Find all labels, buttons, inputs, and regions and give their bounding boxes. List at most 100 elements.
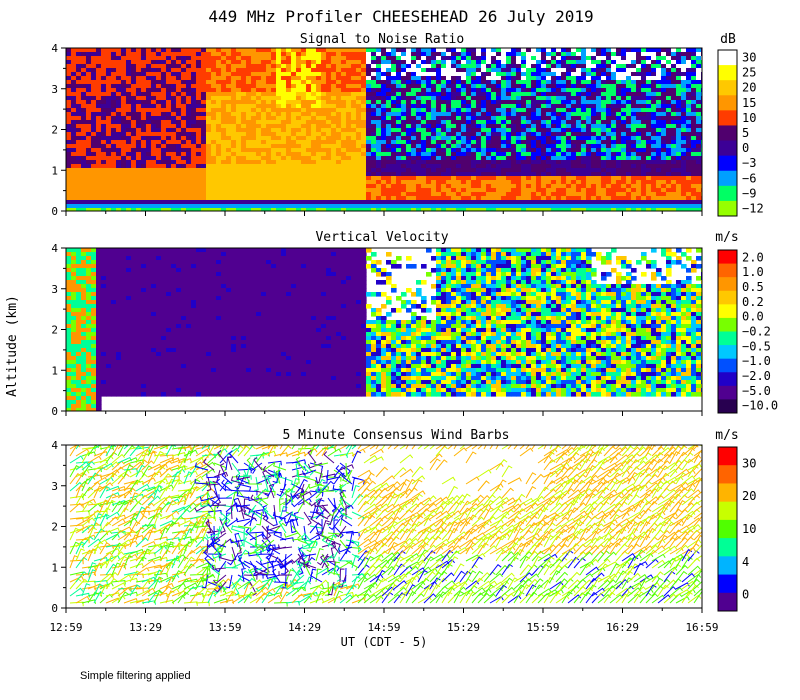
snr-cell (426, 60, 432, 65)
snr-cell (306, 72, 312, 77)
snr-cell (586, 64, 592, 69)
snr-cell (521, 136, 527, 141)
snr-cell (666, 188, 672, 193)
snr-cell (346, 208, 352, 211)
snr-cell (271, 112, 277, 117)
snr-cell (546, 196, 552, 201)
snr-cell (491, 68, 497, 73)
snr-cell (266, 192, 272, 197)
snr-cell (511, 68, 517, 73)
snr-cell (421, 84, 427, 89)
snr-cell (626, 72, 632, 77)
snr-cell (241, 104, 247, 109)
snr-cell (141, 68, 147, 73)
snr-cell (171, 92, 177, 97)
snr-cell (251, 192, 257, 197)
snr-cell (86, 204, 92, 209)
snr-cell (186, 120, 192, 125)
snr-cell (361, 76, 367, 81)
snr-cell (461, 176, 467, 181)
snr-cell (391, 52, 397, 57)
snr-cell (586, 56, 592, 61)
snr-cell (471, 208, 477, 211)
snr-cell (171, 124, 177, 129)
snr-cell (311, 104, 317, 109)
snr-cell (161, 92, 167, 97)
snr-cell (626, 112, 632, 117)
snr-cell (241, 204, 247, 209)
snr-cell (171, 200, 177, 205)
snr-cell (551, 140, 557, 145)
snr-cell (666, 68, 672, 73)
snr-cell (306, 156, 312, 161)
snr-cell (361, 136, 367, 141)
snr-cell (541, 192, 547, 197)
snr-cell (631, 88, 637, 93)
snr-cell (276, 136, 282, 141)
snr-cell (71, 140, 77, 145)
snr-cell (571, 56, 577, 61)
snr-cell (406, 72, 412, 77)
snr-cell (276, 172, 282, 177)
snr-cell (561, 104, 567, 109)
snr-cell (506, 136, 512, 141)
snr-cell (156, 156, 162, 161)
snr-cell (396, 104, 402, 109)
snr-cell (556, 204, 562, 209)
snr-cell (121, 200, 127, 205)
snr-cell (496, 136, 502, 141)
snr-cell (531, 84, 537, 89)
snr-cell (76, 56, 82, 61)
snr-cell (486, 200, 492, 205)
snr-cell (341, 168, 347, 173)
snr-cell (471, 128, 477, 133)
snr-cell (306, 204, 312, 209)
snr-cell (316, 76, 322, 81)
snr-cell (671, 152, 677, 157)
snr-cell (506, 164, 512, 169)
snr-cell (491, 80, 497, 85)
snr-cell (501, 48, 507, 53)
snr-cell (221, 84, 227, 89)
snr-cell (641, 68, 647, 73)
snr-cell (316, 164, 322, 169)
snr-cell (281, 164, 287, 169)
snr-cell (436, 124, 442, 129)
snr-cell (641, 160, 647, 165)
snr-cell (186, 88, 192, 93)
snr-cell (71, 128, 77, 133)
snr-cell (586, 208, 592, 211)
snr-cell (356, 60, 362, 65)
snr-cell (186, 92, 192, 97)
snr-cell (106, 56, 112, 61)
snr-cell (671, 164, 677, 169)
snr-cell (656, 132, 662, 137)
snr-cell (306, 152, 312, 157)
snr-cell (311, 196, 317, 201)
snr-cell (601, 96, 607, 101)
snr-cell (396, 156, 402, 161)
snr-cell (366, 140, 372, 145)
snr-cell (111, 196, 117, 201)
snr-cell (436, 72, 442, 77)
snr-cell (81, 100, 87, 105)
snr-cell (586, 60, 592, 65)
snr-cell (131, 80, 137, 85)
snr-cell (351, 112, 357, 117)
snr-cell (81, 192, 87, 197)
snr-cell (231, 152, 237, 157)
snr-cell (426, 52, 432, 57)
snr-cell (156, 68, 162, 73)
snr-cell (501, 140, 507, 145)
snr-cell (451, 108, 457, 113)
snr-cell (616, 208, 622, 211)
snr-cell (451, 116, 457, 121)
snr-cell (546, 120, 552, 125)
snr-cell (396, 48, 402, 53)
snr-cell (291, 108, 297, 113)
snr-cell (641, 208, 647, 211)
snr-cell (416, 120, 422, 125)
snr-cell (406, 148, 412, 153)
snr-cell (136, 64, 142, 69)
snr-cell (136, 108, 142, 113)
